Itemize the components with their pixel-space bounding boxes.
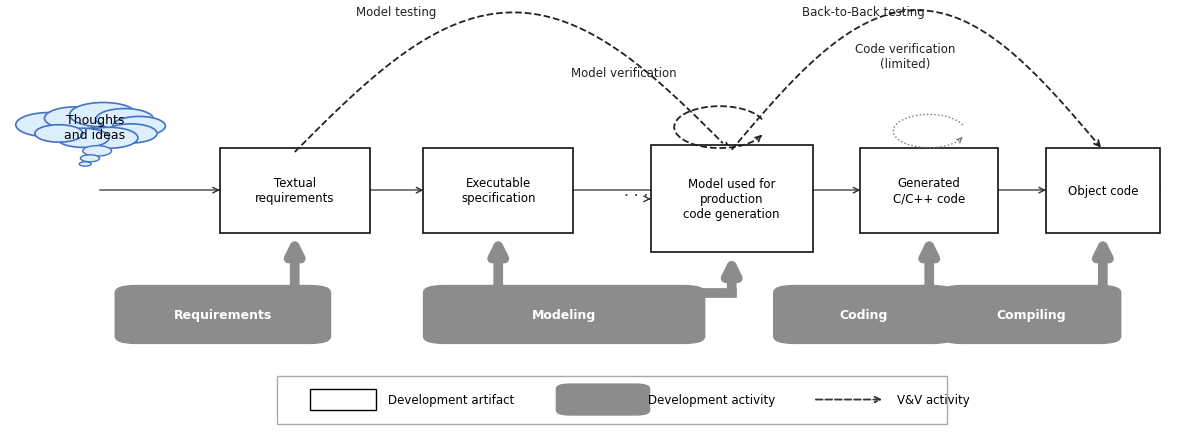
Circle shape bbox=[70, 103, 137, 127]
FancyBboxPatch shape bbox=[422, 285, 706, 344]
Text: V&V activity: V&V activity bbox=[896, 393, 970, 406]
Text: Textual
requirements: Textual requirements bbox=[254, 177, 335, 205]
Circle shape bbox=[80, 128, 138, 149]
FancyBboxPatch shape bbox=[556, 384, 650, 416]
Text: Coding: Coding bbox=[839, 308, 888, 321]
Text: Back-to-Back testing: Back-to-Back testing bbox=[802, 6, 925, 19]
Circle shape bbox=[104, 124, 157, 144]
Text: Object code: Object code bbox=[1068, 184, 1138, 197]
Bar bbox=[860, 148, 998, 233]
Bar bbox=[220, 148, 370, 233]
Bar bbox=[650, 146, 812, 253]
Circle shape bbox=[96, 110, 154, 130]
Text: Model verification: Model verification bbox=[571, 67, 677, 80]
Circle shape bbox=[16, 113, 83, 138]
Text: Model testing: Model testing bbox=[356, 6, 437, 19]
FancyBboxPatch shape bbox=[941, 285, 1121, 344]
Text: Development activity: Development activity bbox=[648, 393, 775, 406]
Text: Development artifact: Development artifact bbox=[388, 393, 515, 406]
Circle shape bbox=[35, 125, 83, 143]
Circle shape bbox=[83, 146, 112, 157]
Bar bbox=[277, 376, 947, 424]
Text: Compiling: Compiling bbox=[996, 308, 1066, 321]
Text: Code verification
(limited): Code verification (limited) bbox=[856, 43, 955, 71]
Circle shape bbox=[79, 162, 91, 167]
Text: Executable
specification: Executable specification bbox=[461, 177, 535, 205]
FancyBboxPatch shape bbox=[773, 285, 954, 344]
Text: Thoughts
and ideas: Thoughts and ideas bbox=[65, 113, 125, 141]
Bar bbox=[1046, 148, 1159, 233]
Text: Modeling: Modeling bbox=[532, 308, 596, 321]
Circle shape bbox=[113, 117, 166, 136]
FancyBboxPatch shape bbox=[114, 285, 331, 344]
Circle shape bbox=[80, 155, 100, 162]
Bar bbox=[311, 389, 376, 410]
Text: Generated
C/C++ code: Generated C/C++ code bbox=[893, 177, 965, 205]
Text: Requirements: Requirements bbox=[174, 308, 272, 321]
Text: . . .: . . . bbox=[624, 183, 648, 198]
Text: Model used for
production
code generation: Model used for production code generatio… bbox=[684, 178, 780, 221]
Circle shape bbox=[56, 129, 109, 148]
Circle shape bbox=[44, 108, 107, 130]
Bar bbox=[424, 148, 574, 233]
